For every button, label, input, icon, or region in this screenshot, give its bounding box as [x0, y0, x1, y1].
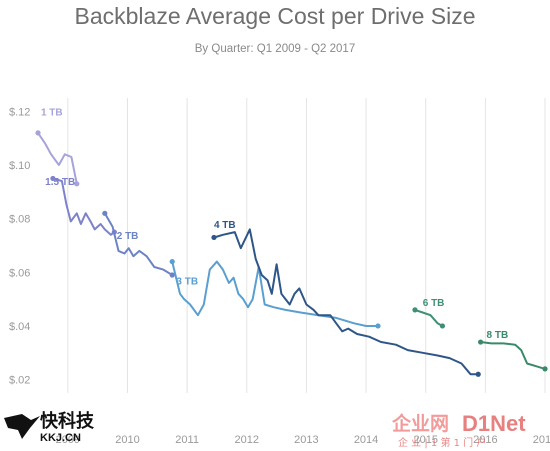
series-line-2-tb — [103, 212, 174, 276]
chart-title: Backblaze Average Cost per Drive Size — [75, 3, 476, 29]
series-end-point-8-tb — [542, 366, 548, 372]
chart-subtitle: By Quarter: Q1 2009 - Q2 2017 — [195, 43, 355, 55]
x-tick-label-2017: 2017 — [533, 434, 550, 446]
y-tick-label-08: $.08 — [9, 214, 30, 226]
x-tick-label-2011: 2011 — [175, 434, 199, 446]
series-end-point-3-tb — [375, 323, 381, 329]
watermark-kkj: 快科技 KKJ.CN — [4, 410, 95, 444]
x-tick-label-2009: 2009 — [56, 434, 80, 446]
series-start-point-6-tb — [412, 307, 418, 313]
series-line-1-5-tb — [51, 177, 116, 236]
series-label-6-tb: 6 TB — [423, 298, 445, 309]
series-label-1-tb: 1 TB — [41, 107, 63, 118]
series-start-point-3-tb — [169, 258, 175, 265]
series-label-2-tb: 2 TB — [117, 231, 139, 242]
series-layer — [35, 130, 548, 377]
series-start-point-8-tb — [477, 339, 484, 345]
series-line-4-tb — [213, 228, 480, 376]
series-end-point-1-tb — [74, 181, 80, 187]
labels-layer: 1 TB 1.5 TB 2 TB 3 TB 4 TB 6 TB 8 TB — [41, 107, 508, 341]
x-tick-label-2010: 2010 — [115, 434, 139, 446]
series-label-4-tb: 4 TB — [214, 220, 236, 231]
series-line-1-tb — [37, 131, 78, 185]
series-label-1-5-tb: 1.5 TB — [45, 177, 75, 188]
series-line-6-tb — [414, 308, 444, 327]
y-tick-label-12: $.12 — [9, 106, 30, 118]
series-end-point-6-tb — [439, 323, 446, 329]
series-end-point-2-tb — [169, 272, 175, 278]
x-tick-label-2016: 2016 — [473, 434, 497, 446]
y-tick-label-02: $.02 — [9, 375, 30, 387]
series-label-3-tb: 3 TB — [176, 276, 198, 287]
y-tick-label-10: $.10 — [9, 160, 30, 172]
series-start-point-1-5-tb — [50, 175, 56, 182]
series-start-point-2-tb — [102, 210, 108, 216]
y-axis: $.02 $.04 $.06 $.08 $.10 $.12 — [9, 106, 30, 386]
watermark-d1net-sub: 企 业 | 1 第 1 门 户 — [398, 436, 486, 449]
bird-logo-icon — [4, 414, 40, 439]
x-tick-label-2012: 2012 — [235, 434, 259, 446]
y-tick-label-06: $.06 — [9, 267, 30, 279]
x-tick-label-2015: 2015 — [413, 434, 437, 446]
watermark-d1net: 企业网 D1Net 企 业 | 1 第 1 门 户 — [391, 411, 526, 449]
x-axis: 2009 2010 2011 2012 2013 2014 2015 2016 2017 — [56, 434, 550, 446]
x-tick-label-2014: 2014 — [354, 434, 378, 446]
series-end-point-4-tb — [475, 371, 481, 377]
watermark-d1net-cn: 企业网 — [391, 412, 449, 435]
x-tick-label-2013: 2013 — [294, 434, 318, 446]
series-start-point-4-tb — [211, 234, 217, 241]
series-label-8-tb: 8 TB — [487, 330, 509, 341]
y-tick-label-04: $.04 — [9, 321, 30, 333]
series-start-point-1-tb — [35, 130, 41, 136]
grid — [67, 98, 546, 393]
series-line-8-tb — [479, 341, 546, 370]
watermark-kkj-text: 快科技 — [40, 410, 95, 432]
watermark-d1net-en: D1Net — [462, 411, 526, 436]
watermark-kkj-url: KKJ.CN — [40, 432, 81, 444]
